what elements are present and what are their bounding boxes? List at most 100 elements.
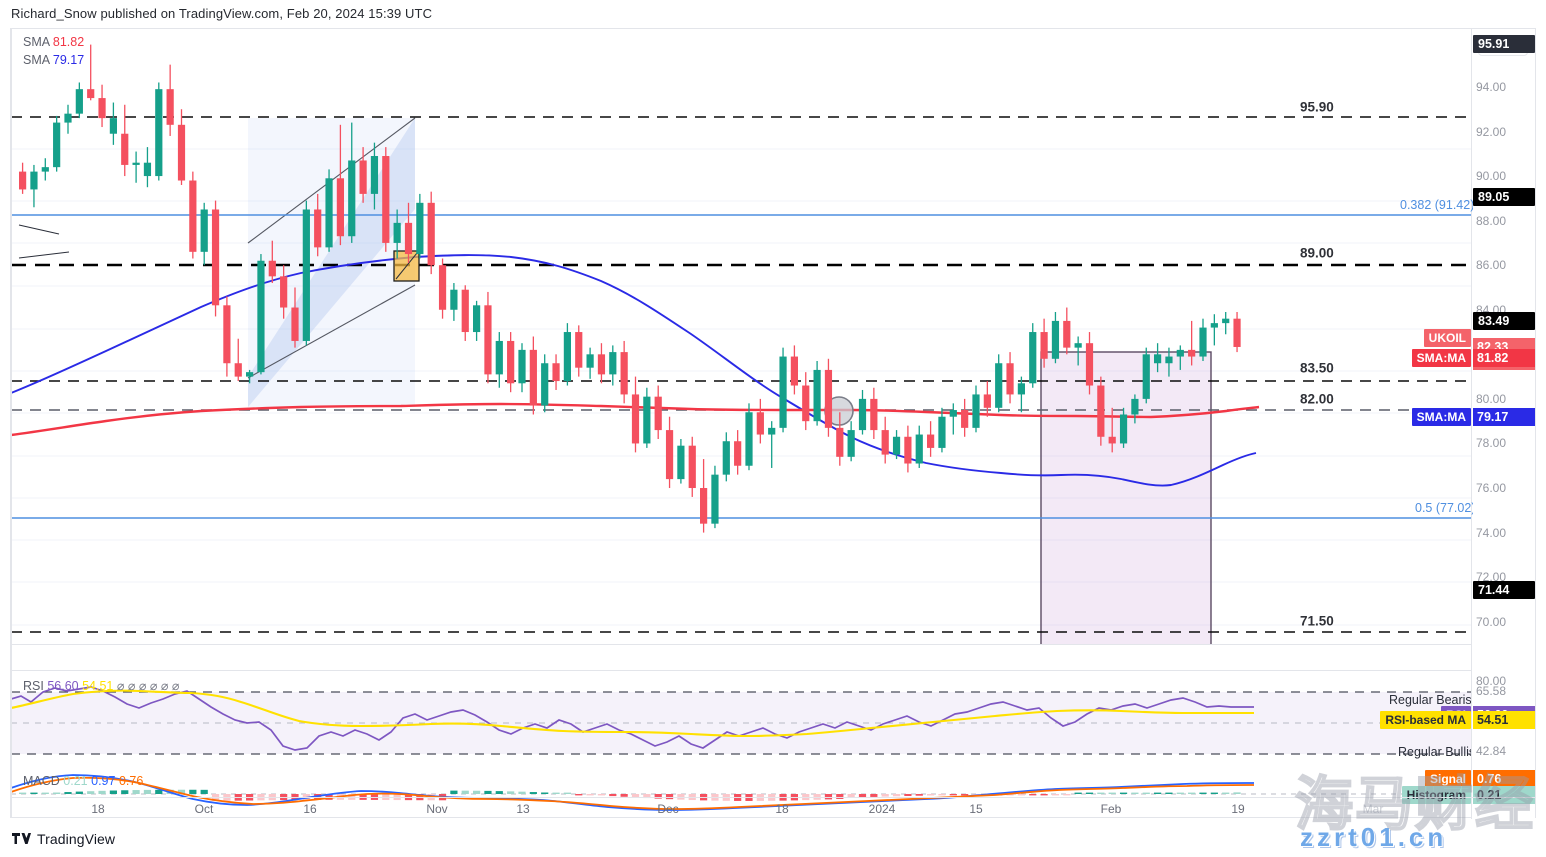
macd-histogram-bar xyxy=(541,792,549,794)
macd-histogram-bar xyxy=(938,794,946,796)
publisher-line: Richard_Snow published on TradingView.co… xyxy=(11,6,433,21)
candle-body xyxy=(541,363,549,406)
axis-badge-sma-slow: SMA:MA xyxy=(1411,408,1471,427)
macd-histogram-bar xyxy=(75,791,83,794)
candle-body xyxy=(722,441,730,475)
macd-histogram-bar xyxy=(450,790,458,794)
price-tag-level-89-05: 89.05 xyxy=(1473,188,1535,207)
candle-body xyxy=(41,167,49,172)
candle-body xyxy=(995,363,1003,408)
macd-histogram-bar xyxy=(132,790,140,794)
macd-histogram-bar xyxy=(359,794,367,800)
candle-body xyxy=(200,209,208,252)
rsi-value-tag-rsi-based-ma: 54.51 xyxy=(1473,711,1535,730)
time-label-oct: Oct xyxy=(194,802,214,816)
macd-histogram-bar xyxy=(586,794,594,796)
ma-value-tag-0: 81.82 xyxy=(1473,349,1535,368)
candle-body xyxy=(1154,354,1162,364)
macd-histogram-bar xyxy=(518,791,526,794)
candle-body xyxy=(972,394,980,428)
candle-body xyxy=(1063,320,1071,348)
fib-label-05: 0.5 (77.02) xyxy=(1415,501,1473,515)
candle-body xyxy=(904,436,912,464)
candle-body xyxy=(1142,354,1150,399)
sma-fast-line xyxy=(11,402,1260,437)
macd-histogram-bar xyxy=(881,794,889,797)
candle-body xyxy=(711,474,719,524)
candle-body xyxy=(382,156,390,243)
price-scale[interactable]: USD 94.0092.0090.0088.0086.0084.0082.008… xyxy=(1471,29,1535,819)
candle-body xyxy=(461,289,469,333)
candle-body xyxy=(416,202,424,255)
candle-body xyxy=(155,89,163,177)
macd-histogram-bar xyxy=(1222,792,1230,794)
time-label-18: 18 xyxy=(91,802,105,816)
candle-body xyxy=(1176,349,1184,357)
macd-histogram-bar xyxy=(529,792,537,794)
rsi-pane[interactable]: RSI 56.60 54.51 ⌀ ⌀ ⌀ ⌀ ⌀ ⌀ xyxy=(11,674,1473,769)
macd-histogram-bar xyxy=(654,794,662,799)
rsi-line xyxy=(11,686,1254,751)
tradingview-logo[interactable]: TradingView xyxy=(12,831,115,847)
macd-histogram-bar xyxy=(575,794,583,796)
time-label-2024: 2024 xyxy=(868,802,896,816)
candle-body xyxy=(768,427,776,435)
price-tick-90-00: 90.00 xyxy=(1476,169,1507,184)
macd-histogram-bar xyxy=(665,794,674,800)
candle-body xyxy=(189,180,197,252)
candle-body xyxy=(631,394,640,444)
macd-histogram-bar xyxy=(348,794,356,800)
macd-histogram-bar xyxy=(824,794,833,800)
candle-body xyxy=(211,209,220,306)
candle-body xyxy=(495,340,503,375)
candle-body xyxy=(700,488,708,524)
rsi-ma-line xyxy=(11,689,1254,738)
macd-histogram-bar xyxy=(847,794,855,798)
candle-body xyxy=(438,265,447,310)
candle-body xyxy=(518,349,526,384)
price-tag-level-71-44: 71.44 xyxy=(1473,580,1535,599)
level-label-83-50: 83.50 xyxy=(1300,360,1334,376)
macd-line xyxy=(11,774,1254,811)
pane-separator-1 xyxy=(11,644,1473,645)
macd-histogram-bar xyxy=(64,792,72,794)
macd-histogram-bar xyxy=(1074,792,1082,794)
candle-body xyxy=(961,410,969,428)
price-pane[interactable]: SMA 81.82 SMA 79.17 95.90 89.00 83.50 82… xyxy=(11,29,1473,644)
macd-histogram-bar xyxy=(382,794,390,800)
sma-slow-line xyxy=(11,254,1257,487)
candle-body xyxy=(507,340,515,384)
candle-body xyxy=(575,332,583,368)
price-tick-94-00: 94.00 xyxy=(1476,79,1507,94)
time-label-13: 13 xyxy=(516,802,530,816)
candle-body xyxy=(677,445,685,480)
candle-body xyxy=(1199,327,1207,357)
macd-value-tag-histogram: 0.21 xyxy=(1473,786,1535,804)
candle-body xyxy=(1210,323,1218,328)
candle-body xyxy=(291,307,299,341)
candle-body xyxy=(529,349,537,406)
macd-histogram-bar xyxy=(1188,792,1196,794)
level-label-89-00: 89.00 xyxy=(1300,245,1334,261)
macd-histogram-bar xyxy=(19,792,27,794)
candle-body xyxy=(1097,385,1105,437)
macd-histogram-bar xyxy=(53,792,61,794)
chart-frame: SMA 81.82 SMA 79.17 95.90 89.00 83.50 82… xyxy=(10,28,1536,819)
candle-body xyxy=(779,356,787,428)
candle-body xyxy=(246,372,254,377)
macd-histogram-bar xyxy=(915,794,923,796)
candle-body xyxy=(30,171,38,190)
candle-body xyxy=(1119,414,1128,444)
candle-body xyxy=(473,305,481,333)
candle-body xyxy=(688,445,696,489)
time-scale[interactable]: 18 Oct 16 Nov 13 Dec 18 2024 15 Feb 19 Mar xyxy=(10,797,1536,821)
candle-body xyxy=(1108,436,1116,444)
macd-histogram-bar xyxy=(836,794,844,799)
axis-badge-ukoil: UKOIL xyxy=(1423,328,1471,347)
macd-histogram-bar xyxy=(473,790,481,794)
candle-body xyxy=(734,441,742,466)
price-tick-92-00: 92.00 xyxy=(1476,124,1507,139)
rsi-regular-bearish-label: Regular Bearish xyxy=(1389,693,1479,707)
macd-histogram-bar xyxy=(1097,792,1105,794)
macd-histogram-bar xyxy=(1017,794,1025,796)
